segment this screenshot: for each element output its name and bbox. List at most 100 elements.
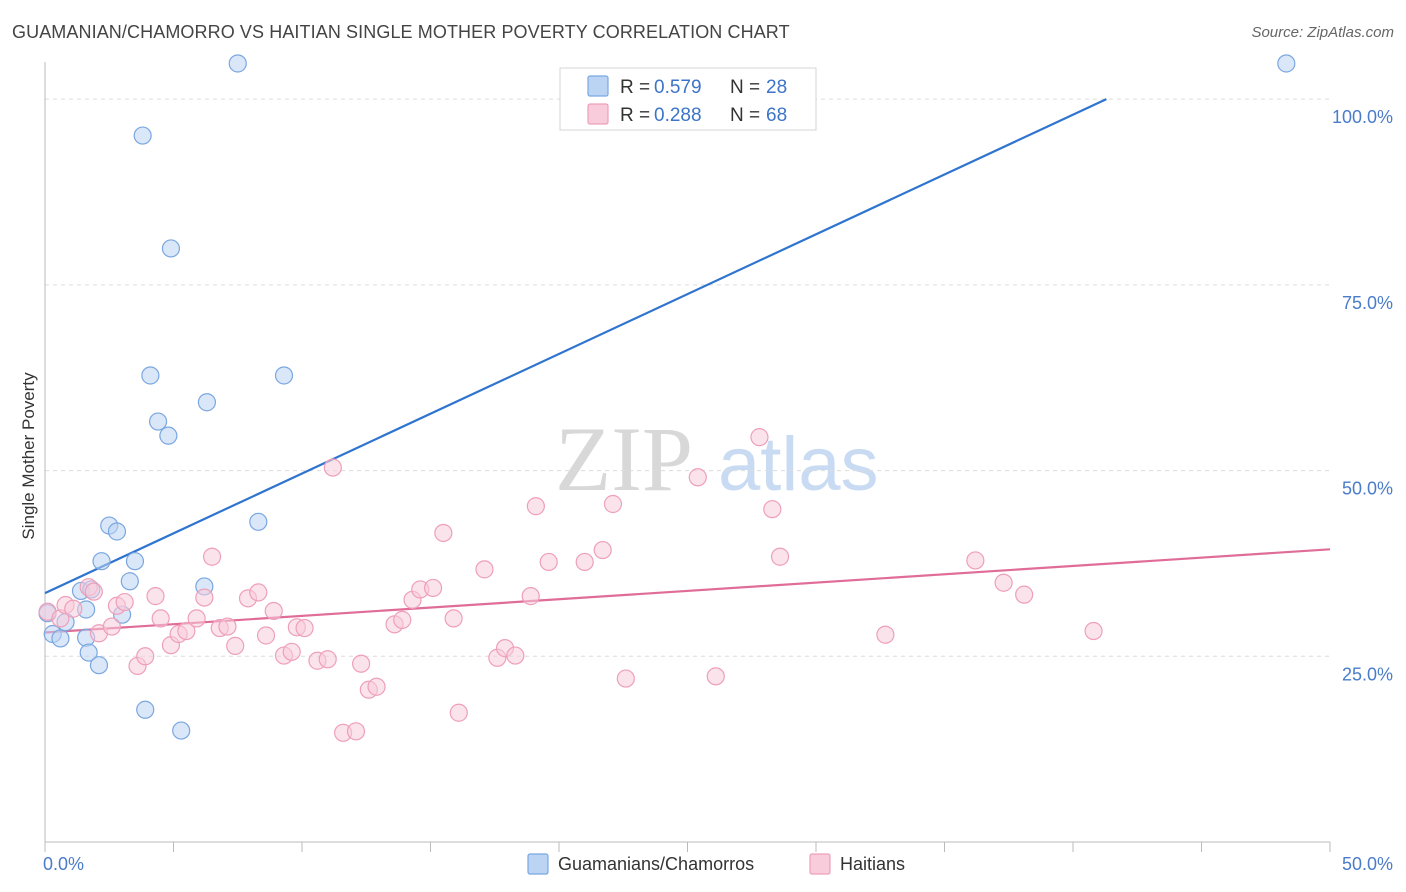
data-point xyxy=(603,494,623,514)
trend-line-1 xyxy=(44,548,1331,634)
data-points xyxy=(38,54,1296,742)
data-point xyxy=(136,647,155,666)
data-point xyxy=(218,617,237,636)
data-point xyxy=(228,54,247,73)
data-point xyxy=(51,629,70,648)
legend-swatch-haitians xyxy=(587,103,609,125)
data-point xyxy=(367,677,386,696)
legend-r-value-haitians: 0.288 xyxy=(654,105,702,126)
data-point xyxy=(575,552,594,572)
chart-title: GUAMANIAN/CHAMORRO VS HAITIAN SINGLE MOT… xyxy=(12,22,790,42)
data-point xyxy=(994,573,1013,592)
data-point xyxy=(202,547,222,566)
axes xyxy=(44,62,1331,852)
legend-n-label-guamanians: N = xyxy=(730,77,760,98)
data-point xyxy=(102,617,121,636)
data-point xyxy=(352,654,371,673)
legend-n-label-haitians: N = xyxy=(730,105,760,126)
data-point xyxy=(159,426,178,445)
legend-r-label-haitians: R = xyxy=(620,105,650,126)
data-point xyxy=(64,599,83,618)
trend-lines xyxy=(44,98,1331,634)
data-point xyxy=(256,626,276,645)
data-point xyxy=(966,551,985,570)
data-point xyxy=(84,582,103,601)
data-point xyxy=(475,560,494,579)
legend-r-label-guamanians: R = xyxy=(620,77,650,98)
data-point xyxy=(136,700,155,719)
data-point xyxy=(876,625,895,644)
data-point xyxy=(295,618,314,638)
data-point xyxy=(274,366,294,385)
y-tick-label: 100.0% xyxy=(1332,107,1393,127)
data-point xyxy=(146,587,165,606)
data-point xyxy=(120,572,139,591)
grid-lines xyxy=(45,98,1330,657)
y-tick-label: 25.0% xyxy=(1342,664,1393,684)
watermark-zip: ZIP xyxy=(555,408,693,510)
trend-line-0 xyxy=(44,98,1107,595)
legend-swatch-guamanians xyxy=(587,75,609,97)
top-legend: R = 0.579 N = 28 R = 0.288 N = 68 xyxy=(559,67,817,131)
bottom-legend: Guamanians/Chamorros Haitians xyxy=(527,853,905,875)
data-point xyxy=(249,512,268,531)
data-point xyxy=(449,703,468,722)
data-point xyxy=(616,669,635,688)
data-point xyxy=(539,552,558,572)
data-point xyxy=(148,412,168,431)
data-point xyxy=(506,646,525,665)
data-point xyxy=(393,610,412,629)
tick-labels: 25.0% 50.0% 75.0% 100.0% 0.0% 50.0% xyxy=(43,107,1393,874)
data-point xyxy=(133,126,152,145)
watermark-atlas: atlas xyxy=(718,422,879,507)
data-point xyxy=(226,636,245,655)
y-tick-label: 75.0% xyxy=(1342,293,1393,313)
data-point xyxy=(92,552,111,571)
bottom-legend-label-haitians: Haitians xyxy=(840,854,905,874)
data-point xyxy=(161,239,181,258)
data-point xyxy=(282,642,301,661)
data-point xyxy=(195,588,214,607)
data-point xyxy=(1277,54,1296,73)
data-point xyxy=(770,547,790,566)
data-point xyxy=(264,601,283,621)
bottom-legend-swatch-haitians xyxy=(809,853,831,875)
data-point xyxy=(750,428,769,447)
data-point xyxy=(125,552,145,571)
data-point xyxy=(444,609,463,628)
data-point xyxy=(115,592,134,612)
data-point xyxy=(1084,621,1103,641)
data-point xyxy=(89,656,109,675)
y-axis-label: Single Mother Poverty xyxy=(19,372,38,540)
data-point xyxy=(593,540,612,560)
watermark: ZIP atlas xyxy=(555,408,879,510)
data-point xyxy=(706,667,725,686)
data-point xyxy=(318,650,337,669)
data-point xyxy=(346,722,366,741)
data-point xyxy=(151,609,170,628)
bottom-legend-label-guamanians: Guamanians/Chamorros xyxy=(558,854,754,874)
data-point xyxy=(107,522,127,541)
data-point xyxy=(526,497,545,516)
data-point xyxy=(434,523,453,543)
data-point xyxy=(187,609,206,628)
x-tick-label: 0.0% xyxy=(43,854,84,874)
data-point xyxy=(249,583,268,602)
bottom-legend-swatch-guamanians xyxy=(527,853,549,875)
x-tick-label: 50.0% xyxy=(1342,854,1393,874)
data-point xyxy=(1015,585,1034,604)
source-credit: Source: ZipAtlas.com xyxy=(1251,24,1394,41)
legend-r-value-guamanians: 0.579 xyxy=(654,77,702,98)
data-point xyxy=(141,366,160,385)
legend-n-value-haitians: 68 xyxy=(766,105,787,126)
data-point xyxy=(521,587,540,606)
data-point xyxy=(763,500,782,519)
data-point xyxy=(423,578,443,598)
y-tick-label: 50.0% xyxy=(1342,479,1393,499)
legend-n-value-guamanians: 28 xyxy=(766,77,787,98)
data-point xyxy=(79,643,98,662)
data-point xyxy=(688,468,707,487)
data-point xyxy=(172,721,191,740)
data-point xyxy=(323,458,342,477)
